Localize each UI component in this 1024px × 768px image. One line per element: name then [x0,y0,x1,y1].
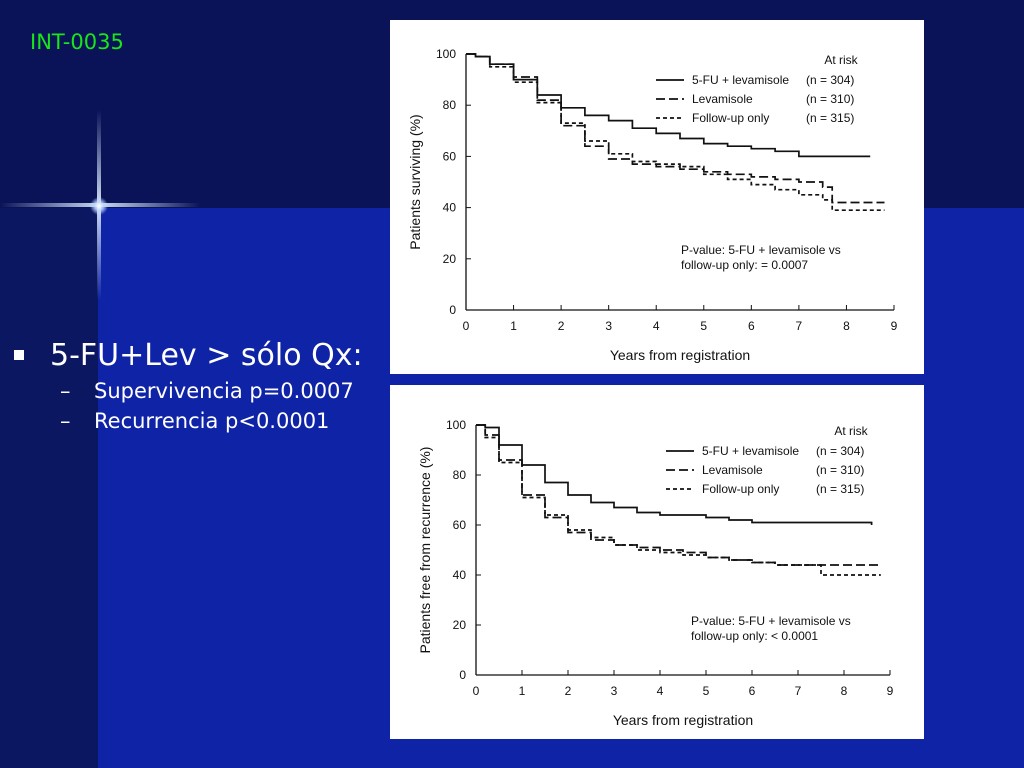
curve-follow-up-only [476,424,881,576]
y-tick-label: 40 [453,568,467,582]
y-tick-label: 40 [443,201,457,215]
y-tick-label: 80 [443,98,457,112]
x-tick-label: 4 [653,319,660,333]
x-tick-label: 6 [749,684,756,698]
x-tick-label: 6 [748,319,755,333]
x-tick-label: 2 [565,684,572,698]
dash-bullet-icon: – [60,409,71,433]
legend-at-risk-count: (n = 310) [806,92,854,106]
curve-5fu-levamisole [476,424,873,525]
slide-id: INT-0035 [30,30,124,54]
legend-label: Levamisole [702,463,763,477]
y-tick-label: 20 [443,252,457,266]
recurrence-chart-panel: 0 1 2 3 4 5 6 7 8 9 0 20 40 60 80 100 Years from registr… [390,385,924,739]
x-tick-label: 5 [703,684,710,698]
x-tick-label: 0 [473,684,480,698]
survival-chart-panel: 0 1 2 3 4 5 6 7 8 9 0 20 40 60 80 100 Years from registr… [390,20,924,374]
p-value-annotation: P-value: 5-FU + levamisole vs [681,243,841,257]
legend-title: At risk [834,424,868,438]
x-tick-label: 1 [519,684,526,698]
curve-follow-up-only [466,53,885,212]
y-tick-label: 20 [453,618,467,632]
survival-chart: 0 1 2 3 4 5 6 7 8 9 0 20 40 60 80 100 Years from registr… [407,47,898,363]
bullet-list: 5-FU+Lev > sólo Qx: – Supervivencia p=0.… [10,336,363,436]
main-bullet: 5-FU+Lev > sólo Qx: [10,336,363,376]
y-tick-label: 80 [453,468,467,482]
x-tick-label: 5 [700,319,707,333]
legend-label: Follow-up only [702,482,779,496]
legend-at-risk-count: (n = 304) [816,444,864,458]
legend-at-risk-count: (n = 310) [816,463,864,477]
sub-bullet-recurrence: – Recurrencia p<0.0001 [10,406,363,436]
light-flare-center [90,197,108,215]
x-tick-label: 7 [796,319,803,333]
x-tick-label: 3 [605,319,612,333]
x-tick-label: 7 [795,684,802,698]
sub-bullet-text: Recurrencia p<0.0001 [94,409,330,433]
x-tick-label: 0 [463,319,470,333]
y-tick-label: 60 [443,149,457,163]
x-tick-label: 4 [657,684,664,698]
legend-label: 5-FU + levamisole [692,73,789,87]
main-bullet-text: 5-FU+Lev > sólo Qx: [50,338,363,373]
x-tick-label: 9 [891,319,898,333]
legend-title: At risk [824,53,858,67]
sub-bullet-text: Supervivencia p=0.0007 [94,379,354,403]
legend-label: Levamisole [692,92,753,106]
y-tick-label: 0 [449,303,456,317]
p-value-annotation: P-value: 5-FU + levamisole vs [691,614,851,628]
x-tick-label: 8 [843,319,850,333]
x-axis-title: Years from registration [613,712,753,728]
y-tick-label: 100 [436,47,456,61]
curve-levamisole [466,53,885,204]
y-tick-label: 100 [446,418,466,432]
x-tick-label: 2 [558,319,565,333]
square-bullet-icon [14,350,24,360]
legend-at-risk-count: (n = 315) [816,482,864,496]
dash-bullet-icon: – [60,379,71,403]
x-axis-title: Years from registration [610,347,750,363]
background-left-band [0,208,98,768]
x-tick-label: 8 [841,684,848,698]
legend-at-risk-count: (n = 304) [806,73,854,87]
sub-bullet-survival: – Supervivencia p=0.0007 [10,376,363,406]
p-value-annotation: follow-up only: = 0.0007 [681,258,808,272]
y-axis-title: Patients surviving (%) [407,114,423,249]
legend-at-risk-count: (n = 315) [806,111,854,125]
x-tick-label: 3 [611,684,618,698]
y-axis-title: Patients free from recurrence (%) [417,447,433,654]
x-tick-label: 9 [887,684,894,698]
legend-label: 5-FU + levamisole [702,444,799,458]
y-tick-label: 0 [459,668,466,682]
p-value-annotation: follow-up only: < 0.0001 [691,629,818,643]
legend-label: Follow-up only [692,111,769,125]
y-tick-label: 60 [453,518,467,532]
recurrence-chart: 0 1 2 3 4 5 6 7 8 9 0 20 40 60 80 100 Years from registr… [417,418,894,728]
x-tick-label: 1 [510,319,517,333]
